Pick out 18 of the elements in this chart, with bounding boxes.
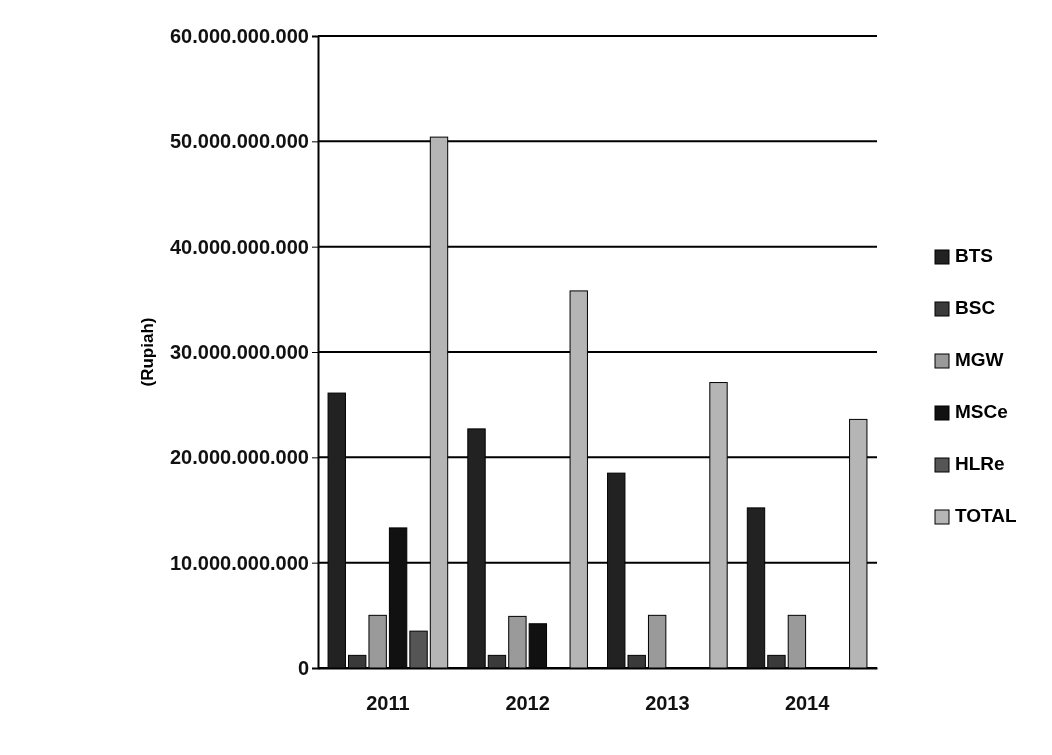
- legend-label: HLRe: [955, 453, 1005, 474]
- legend-label: BTS: [955, 245, 993, 266]
- y-tick-label: 40.000.000.000: [169, 235, 309, 258]
- x-tick-label: 2013: [645, 692, 690, 715]
- legend-label: BSC: [955, 297, 996, 318]
- y-tick-label: 60.000.000.000: [169, 24, 309, 47]
- y-tick-label: 30.000.000.000: [169, 340, 309, 363]
- x-tick-label: 2011: [366, 692, 410, 715]
- x-tick-label: 2014: [784, 692, 831, 715]
- legend-label: MGW: [955, 349, 1004, 370]
- y-tick-label: 20.000.000.000: [169, 446, 309, 469]
- y-tick-label: 50.000.000.000: [169, 130, 309, 153]
- y-tick-label: 0: [297, 656, 309, 679]
- y-axis-title: (Rupiah): [138, 317, 157, 387]
- x-tick-label: 2012: [505, 692, 550, 715]
- legend-label: MSCe: [955, 401, 1008, 422]
- y-tick-label: 10.000.000.000: [169, 551, 309, 574]
- legend-label: TOTAL: [955, 505, 1017, 526]
